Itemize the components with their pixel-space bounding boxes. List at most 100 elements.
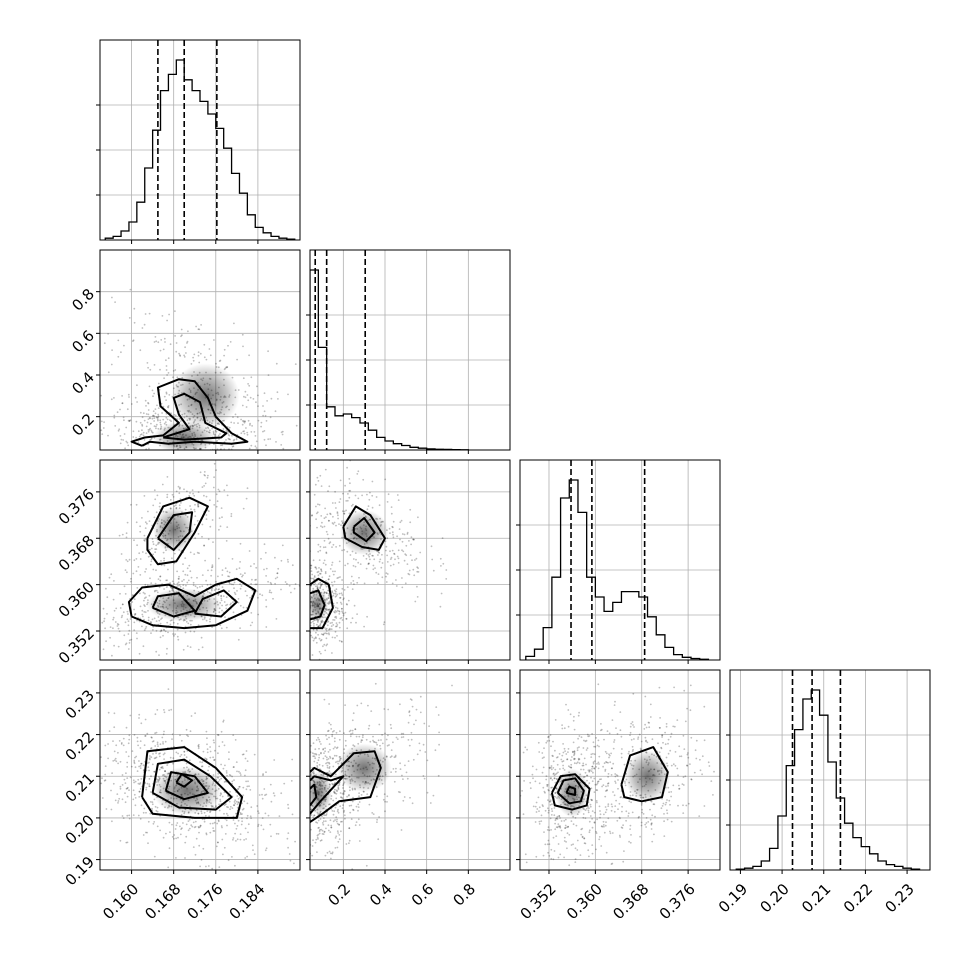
sample-point [351, 729, 354, 732]
sample-point [297, 751, 299, 753]
sample-point [145, 452, 147, 454]
sample-point [112, 740, 114, 742]
sample-point [133, 598, 136, 601]
sample-point [116, 463, 118, 465]
sample-point [372, 554, 374, 557]
sample-point [213, 759, 216, 761]
sample-point [147, 510, 149, 513]
sample-point [318, 650, 321, 653]
sample-point [211, 626, 214, 628]
sample-point [144, 611, 147, 613]
sample-point [164, 770, 166, 772]
sample-point [329, 628, 331, 631]
sample-point [274, 582, 276, 585]
sample-point [340, 616, 343, 619]
sample-point [132, 798, 135, 801]
sample-point [307, 558, 309, 560]
sample-point [186, 567, 189, 570]
sample-point [120, 743, 123, 745]
sample-point [338, 838, 341, 840]
sample-point [310, 621, 312, 624]
sample-point [417, 567, 419, 569]
sample-point [232, 583, 235, 586]
sample-point [243, 420, 246, 422]
sample-point [611, 719, 614, 721]
sample-point [548, 843, 551, 846]
sample-point [207, 865, 210, 867]
sample-point [159, 421, 162, 424]
sample-point [218, 480, 220, 482]
sample-point [302, 605, 304, 607]
sample-point [332, 813, 335, 816]
sample-point [128, 639, 131, 642]
sample-point [199, 824, 202, 827]
sample-point [582, 747, 585, 749]
sample-point [407, 739, 410, 741]
sample-point [166, 457, 168, 459]
sample-point [155, 650, 158, 653]
sample-point [557, 823, 560, 825]
sample-point [327, 594, 330, 597]
sample-point [357, 809, 359, 812]
sample-point [335, 588, 338, 591]
sample-point [221, 826, 223, 829]
sample-point [148, 451, 150, 453]
sample-point [133, 761, 136, 763]
sample-point [293, 602, 295, 604]
sample-point [377, 838, 380, 841]
sample-point [412, 538, 415, 541]
sample-point [103, 620, 105, 623]
sample-point [153, 489, 156, 492]
sample-point [173, 552, 176, 555]
sample-point [236, 825, 239, 827]
sample-point [344, 484, 346, 487]
sample-point [131, 594, 134, 596]
sample-point [234, 618, 237, 621]
sample-point [186, 456, 188, 458]
sample-point [324, 747, 326, 750]
sample-point [319, 581, 322, 584]
sample-point [126, 618, 129, 621]
sample-point [432, 794, 435, 797]
sample-point [306, 619, 308, 621]
sample-point [206, 751, 209, 754]
sample-point [123, 433, 126, 435]
sample-point [341, 520, 343, 523]
sample-point [85, 726, 87, 728]
sample-point [197, 354, 200, 357]
sample-point [199, 471, 202, 474]
sample-point [213, 339, 215, 341]
sample-point [213, 807, 215, 809]
sample-point [336, 746, 339, 749]
sample-point [221, 474, 223, 476]
sample-point [349, 789, 351, 792]
sample-point [211, 822, 214, 825]
sample-point [344, 564, 347, 567]
sample-point [312, 587, 315, 590]
sample-point [350, 804, 353, 807]
sample-point [360, 739, 363, 742]
sample-point [396, 555, 399, 558]
sample-point [239, 812, 242, 814]
sample-point [222, 719, 225, 722]
sample-point [194, 820, 197, 823]
sample-point [378, 552, 381, 554]
sample-point [324, 628, 327, 631]
sample-point [360, 741, 362, 743]
sample-point [132, 789, 135, 792]
sample-point [262, 773, 264, 775]
sample-point [174, 310, 176, 312]
sample-point [336, 512, 339, 515]
sample-point [240, 468, 242, 470]
sample-point [331, 782, 333, 785]
sample-point [408, 710, 411, 712]
sample-point [292, 637, 294, 639]
sample-point [302, 825, 304, 827]
sample-point [312, 620, 314, 623]
sample-point [180, 502, 182, 504]
sample-point [305, 596, 307, 598]
sample-point [244, 774, 246, 777]
sample-point [249, 482, 251, 484]
sample-point [171, 587, 174, 590]
sample-point [159, 622, 162, 625]
